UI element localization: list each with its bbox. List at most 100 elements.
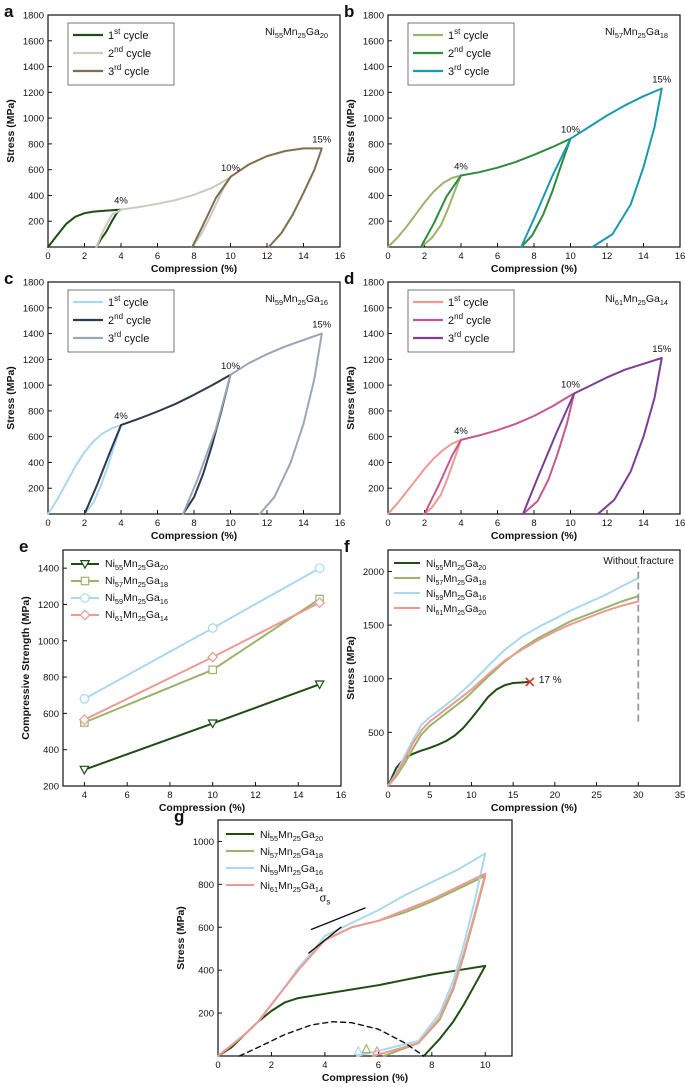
y-tick-label: 1600 [363,36,384,47]
x-tick-label: 12 [262,251,273,262]
alloy-label: Ni55Mn25Ga20 [265,26,328,40]
series-line-cycle-2 [419,137,572,248]
y-tick-label: 400 [28,458,44,469]
x-axis-label: Compression (%) [491,802,577,814]
x-tick-label: 14 [298,518,309,529]
x-tick-label: 16 [335,518,346,529]
x-tick-label: 2 [422,251,427,262]
y-tick-label: 1000 [363,114,384,125]
legend-entry: 3rd cycle [108,330,149,345]
y-axis-label: Stress (MPa) [345,366,357,430]
fracture-cross-icon [525,677,535,687]
x-tick-label: 6 [376,1060,381,1071]
y-tick-label: 1800 [363,278,384,289]
data-label-4pct: 4% [454,426,468,437]
x-tick-label: 8 [191,251,196,262]
y-tick-label: 200 [198,1009,214,1020]
x-tick-label: 15 [508,790,519,801]
x-tick-label: 0 [45,251,50,262]
x-tick-label: 8 [167,790,172,801]
legend-entry: 1st cycle [108,294,148,309]
data-label-4pct: 4% [114,196,128,207]
y-tick-label: 800 [28,139,44,150]
legend-entry: Ni57Mn25Ga18 [105,575,168,589]
y-tick-label: 400 [198,966,214,977]
x-tick-label: 0 [215,1060,220,1071]
y-tick-label: 1200 [23,355,44,366]
legend-marker [80,576,90,586]
legend-marker [79,560,91,570]
y-tick-label: 1800 [23,11,44,22]
y-tick-label: 400 [368,191,384,202]
data-label-15pct: 15% [312,134,332,145]
x-tick-label: 10 [207,790,218,801]
y-tick-label: 1400 [38,564,59,575]
y-axis-label: Stress (MPa) [345,636,357,700]
x-tick-label: 30 [633,790,644,801]
series-line-cycle-3 [191,147,323,248]
x-tick-label: 4 [118,251,123,262]
x-tick-label: 6 [125,790,130,801]
x-axis-label: Compression (%) [151,263,237,275]
x-tick-label: 8 [531,251,536,262]
y-tick-label: 600 [368,165,384,176]
legend-entry: 1st cycle [448,27,488,42]
without-fracture-label: Without fracture [603,556,674,567]
y-tick-label: 800 [28,406,44,417]
y-axis-label: Compressive Strength (MPa) [20,596,32,740]
x-tick-label: 14 [298,251,309,262]
x-tick-label: 8 [191,518,196,529]
y-axis-label: Stress (MPa) [175,906,187,970]
y-tick-label: 1600 [363,303,384,314]
tangent-line [308,926,342,954]
y-tick-label: 800 [43,673,59,684]
data-label-10pct: 10% [221,163,241,174]
x-tick-label: 14 [293,790,304,801]
series-line-cycle-1 [47,424,122,515]
legend-entry: Ni61Mn25Ga14 [260,880,323,894]
x-tick-label: 4 [322,1060,327,1071]
legend-entry: Ni57Mn25Ga18 [426,574,486,587]
y-tick-label: 1000 [363,381,384,392]
y-tick-label: 1200 [363,355,384,366]
series-line-0 [217,964,487,1057]
x-tick-label: 4 [118,518,123,529]
alloy-label: Ni59Mn25Ga16 [265,293,328,307]
panel-g: 0 2 4 6 8 10 200 400 600 800 1000 Compression (%) St… [174,807,513,1084]
y-tick-label: 1200 [23,88,44,99]
alloy-label: Ni57Mn25Ga18 [605,26,668,40]
series-line-3 [217,872,487,1057]
small-marker [372,1045,382,1056]
x-tick-label: 20 [550,790,561,801]
x-tick-label: 10 [225,518,236,529]
series-line-0 [83,683,321,771]
legend: 1st cycle 2nd cycle 3rd cycle [67,22,175,86]
series-line-3 [387,600,640,787]
legend-entry: 3rd cycle [448,330,489,345]
x-axis-label: Compression (%) [322,1072,408,1084]
x-tick-label: 12 [262,518,273,529]
data-label-15pct: 15% [652,74,672,85]
legend: 1st cycle 2nd cycle 3rd cycle [407,22,515,86]
x-tick-label: 12 [602,251,613,262]
series-line-1 [387,595,640,787]
x-tick-label: 10 [466,790,477,801]
panel-c: 0 2 4 6 8 10 12 14 16 200 400 600 800 1000 1200 1400 160… [4,269,345,542]
legend-marker [80,593,90,603]
x-tick-label: 6 [495,251,500,262]
y-tick-label: 800 [368,139,384,150]
y-tick-label: 400 [368,458,384,469]
x-tick-label: 16 [675,518,685,529]
y-tick-label: 200 [28,217,44,228]
x-tick-label: 12 [250,790,261,801]
legend: 1st cycle 2nd cycle 3rd cycle [407,289,515,353]
series-line-cycle-2 [95,176,232,248]
data-point [79,765,90,776]
panel-letter: a [4,2,14,21]
y-tick-label: 1400 [23,62,44,73]
x-tick-label: 5 [427,790,432,801]
panel-letter: g [174,807,184,826]
panel-e: 4 6 8 10 12 14 16 200 400 600 800 1000 1200 1400 Compr… [19,537,346,814]
legend-entry: Ni57Mn25Ga18 [260,846,323,860]
x-tick-label: 10 [565,518,576,529]
